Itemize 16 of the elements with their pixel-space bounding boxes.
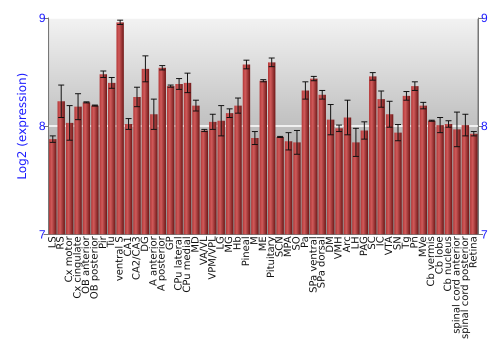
y2-tick-label: 9 — [481, 11, 488, 25]
y2-tick-label: 8 — [481, 119, 488, 134]
y2-tick-label: 7 — [481, 227, 488, 242]
x-tick-label: Pa — [300, 236, 311, 248]
y-tick-label: 9 — [38, 11, 46, 25]
y-tick-label: 8 — [38, 119, 46, 134]
x-tick-label: A posterior — [156, 235, 168, 292]
x-tick-label: DG — [140, 236, 151, 252]
x-tick-label: ME — [258, 236, 269, 252]
y-tick-label: 7 — [38, 227, 46, 242]
y-axis-title: Log2 (expression) — [15, 72, 29, 180]
x-tick-label: spinal cord posterior — [460, 235, 471, 340]
x-tick-label: OB posterior — [89, 235, 100, 300]
x-tick-label: Tg — [400, 236, 412, 250]
x-tick-label: Pituitary — [266, 236, 278, 278]
x-tick-label: Retina — [468, 236, 480, 268]
